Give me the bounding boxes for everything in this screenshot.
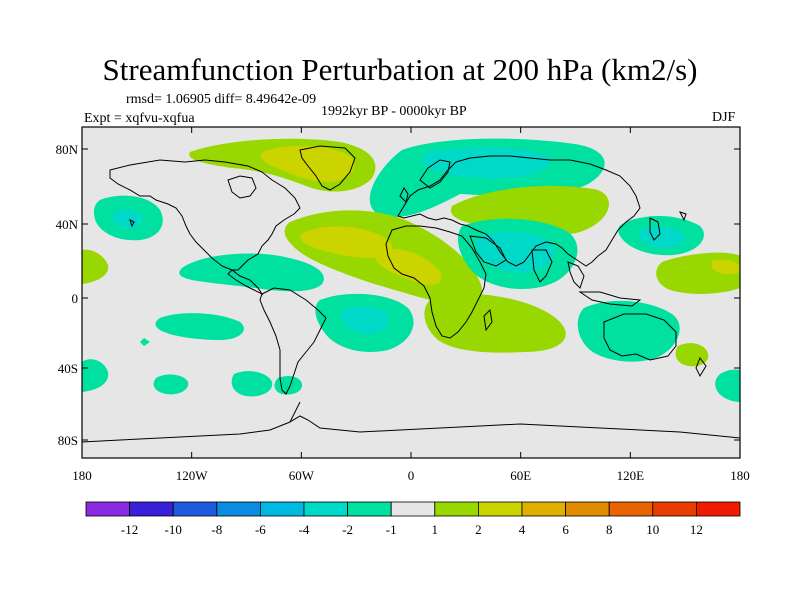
contour-region: [260, 145, 355, 182]
colorbar-swatch: [259, 501, 305, 517]
colorbar: [85, 501, 741, 517]
contour-region: [341, 306, 390, 334]
lon-tick-label: 180: [730, 468, 750, 483]
colorbar-label: 10: [646, 522, 659, 537]
contour-region: [140, 338, 150, 346]
colorbar-label: 6: [562, 522, 569, 537]
colorbar-label: 1: [432, 522, 439, 537]
colorbar-swatch: [521, 501, 566, 517]
contour-region: [300, 226, 393, 258]
colorbar-swatch: [696, 501, 741, 517]
colorbar-label: -12: [121, 522, 138, 537]
contour-region: [422, 147, 551, 179]
lon-tick-label: 180: [72, 468, 92, 483]
colorbar-swatch: [652, 501, 697, 517]
lat-tick-label: 80N: [56, 142, 79, 157]
lat-tick-label: 80S: [58, 433, 78, 448]
lat-tick-label: 0: [72, 291, 79, 306]
colorbar-labels: -12 -10 -8 -6 -4 -2 -1 1 2 4 6 8 10 12: [121, 522, 703, 537]
contour-region: [153, 374, 189, 395]
contour-region: [577, 300, 680, 362]
coastlines: [82, 145, 740, 443]
colorbar-swatch: [129, 501, 174, 517]
colorbar-swatch: [608, 501, 654, 517]
contour-region: [712, 259, 740, 275]
colorbar-label: -2: [342, 522, 353, 537]
colorbar-label: 4: [519, 522, 526, 537]
colorbar-label: -8: [211, 522, 222, 537]
contour-region: [640, 226, 685, 248]
lon-tick-label: 120E: [617, 468, 645, 483]
colorbar-swatch: [85, 501, 130, 517]
colorbar-label: -10: [165, 522, 182, 537]
colorbar-label: -6: [255, 522, 266, 537]
contour-region: [155, 313, 244, 340]
contour-region: [112, 209, 143, 228]
season-label: DJF: [712, 110, 736, 125]
contour-region: [274, 376, 303, 395]
colorbar-swatch: [172, 501, 218, 517]
axis-tick-labels: 80N 40N 0 40S 80S 180 120W 60W 0 60E 120E 180: [56, 142, 750, 483]
contour-region: [715, 369, 740, 402]
colorbar-swatch: [216, 501, 261, 517]
lat-tick-label: 40N: [56, 217, 79, 232]
contour-region: [375, 248, 442, 285]
colorbar-label: -1: [386, 522, 397, 537]
contour-region: [179, 253, 324, 292]
colorbar-swatch: [390, 501, 436, 517]
colorbar-label: 8: [606, 522, 613, 537]
colorbar-label: 12: [690, 522, 703, 537]
lon-tick-label: 0: [408, 468, 415, 483]
lon-tick-label: 60W: [289, 468, 315, 483]
contour-region: [675, 343, 709, 367]
colorbar-swatch: [347, 501, 392, 517]
contour-region: [476, 231, 555, 273]
experiment-line: Expt = xqfvu-xqfua: [84, 111, 195, 126]
chart-title: Streamfunction Perturbation at 200 hPa (…: [102, 52, 698, 87]
colorbar-swatch: [303, 501, 348, 517]
colorbar-label: -4: [299, 522, 310, 537]
colorbar-swatch: [434, 501, 479, 517]
lon-tick-label: 120W: [176, 468, 209, 483]
contour-region: [231, 371, 273, 397]
colorbar-swatch: [477, 501, 523, 517]
contour-region: [82, 359, 109, 392]
contour-region: [82, 249, 109, 284]
lon-tick-label: 60E: [510, 468, 531, 483]
colorbar-label: 2: [475, 522, 482, 537]
lat-tick-label: 40S: [58, 361, 78, 376]
colorbar-swatch: [565, 501, 610, 517]
contour-region: [424, 293, 566, 353]
axis-ticks: [81, 127, 741, 458]
period-line: 1992kyr BP - 0000kyr BP: [321, 104, 467, 119]
stats-line: rmsd= 1.06905 diff= 8.49642e-09: [126, 92, 317, 107]
